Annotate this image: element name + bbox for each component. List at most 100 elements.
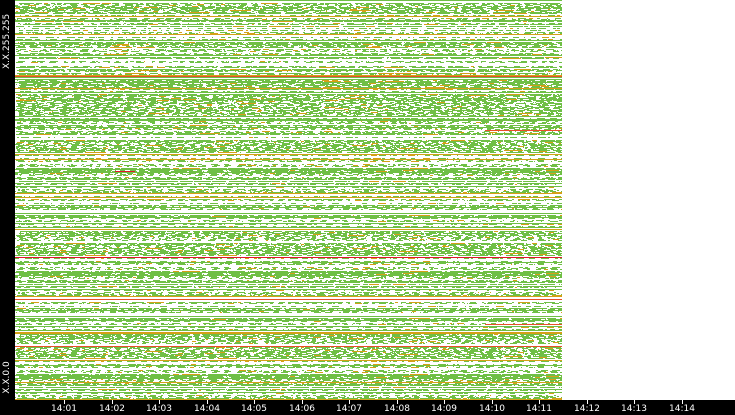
heatmap-cell	[350, 102, 356, 103]
heatmap-cell	[130, 19, 137, 20]
heatmap-cell	[494, 43, 513, 44]
heatmap-cell	[387, 46, 389, 47]
heatmap-cell	[130, 61, 134, 62]
heatmap-cell	[207, 74, 214, 75]
heatmap-cell	[444, 104, 446, 105]
heatmap-cell	[318, 21, 330, 22]
heatmap-cell	[553, 26, 562, 27]
heatmap-cell	[378, 39, 380, 40]
heatmap-cell	[84, 5, 88, 6]
heatmap-cell	[237, 42, 242, 43]
heatmap-cell	[487, 32, 489, 33]
heatmap-cell	[141, 102, 146, 103]
heatmap-cell	[477, 134, 487, 135]
heatmap-cell	[81, 23, 83, 24]
heatmap-cell	[38, 74, 40, 75]
heatmap-cell	[516, 46, 518, 47]
heatmap-cell	[439, 21, 459, 22]
heatmap-cell	[556, 70, 562, 71]
heatmap-cell	[202, 8, 213, 9]
heatmap-cell	[103, 108, 106, 109]
heatmap-cell	[305, 106, 313, 107]
heatmap-cell	[180, 51, 187, 52]
heatmap-cell	[210, 126, 212, 127]
heatmap-cell	[355, 53, 363, 54]
heatmap-cell	[477, 118, 479, 119]
heatmap-cell	[373, 66, 379, 67]
heatmap-cell	[397, 53, 403, 54]
heatmap-cell	[247, 19, 255, 20]
heatmap-cell	[414, 12, 424, 13]
heatmap-cell	[493, 125, 508, 126]
heatmap-cell	[55, 6, 57, 7]
heatmap-cell	[136, 61, 141, 62]
traffic-heatmap-plot[interactable]	[15, 0, 562, 400]
heatmap-cell	[39, 110, 41, 111]
heatmap-cell	[74, 44, 86, 45]
heatmap-cell	[312, 95, 323, 96]
heatmap-cell	[236, 141, 237, 142]
heatmap-cell	[105, 57, 117, 58]
heatmap-cell	[39, 70, 50, 71]
heatmap-cell	[251, 112, 255, 113]
heatmap-cell	[162, 112, 164, 113]
heatmap-cell	[98, 103, 116, 104]
heatmap-cell	[115, 49, 122, 50]
heatmap-cell	[280, 30, 288, 31]
heatmap-cell	[539, 109, 540, 110]
heatmap-cell	[354, 30, 360, 31]
heatmap-cell	[258, 58, 260, 59]
heatmap-cell	[29, 13, 48, 14]
heatmap-cell	[351, 107, 361, 108]
heatmap-cell	[175, 19, 181, 20]
heatmap-cell	[182, 6, 185, 7]
heatmap-cell	[108, 123, 109, 124]
heatmap-cell	[113, 11, 115, 12]
heatmap-cell	[296, 62, 298, 63]
heatmap-cell	[248, 104, 254, 105]
heatmap-cell	[446, 6, 449, 7]
heatmap-cell	[33, 26, 55, 27]
heatmap-cell	[281, 54, 292, 55]
heatmap-cell	[321, 129, 325, 130]
heatmap-cell	[214, 45, 215, 46]
heatmap-cell	[528, 91, 532, 92]
heatmap-cell	[150, 102, 156, 103]
heatmap-cell	[407, 83, 412, 84]
heatmap-cell	[362, 23, 366, 24]
heatmap-cell	[328, 39, 335, 40]
heatmap-cell	[133, 112, 134, 113]
heatmap-cell	[524, 109, 529, 110]
heatmap-cell	[555, 19, 556, 20]
heatmap-cell	[124, 23, 126, 24]
heatmap-cell	[25, 23, 27, 24]
heatmap-cell	[291, 46, 294, 47]
heatmap-cell	[81, 4, 87, 5]
heatmap-cell	[395, 101, 401, 102]
heatmap-cell	[422, 7, 437, 8]
heatmap-cell	[41, 87, 59, 88]
heatmap-cell	[525, 83, 533, 84]
heatmap-cell	[380, 94, 384, 95]
heatmap-cell	[167, 21, 179, 22]
heatmap-cell	[490, 32, 492, 33]
heatmap-cell	[137, 23, 144, 24]
heatmap-cell	[448, 87, 468, 88]
heatmap-cell	[466, 37, 470, 38]
heatmap-cell	[357, 115, 358, 116]
heatmap-cell	[261, 53, 265, 54]
heatmap-cell	[525, 50, 526, 51]
heatmap-cell	[238, 128, 242, 129]
heatmap-cell	[323, 8, 337, 9]
heatmap-cell	[516, 103, 526, 104]
heatmap-cell	[547, 101, 550, 102]
heatmap-cell	[510, 114, 514, 115]
heatmap-cell	[55, 15, 63, 16]
heatmap-cell	[424, 101, 429, 102]
heatmap-cell	[172, 114, 177, 115]
heatmap-cell	[56, 108, 58, 109]
heatmap-cell	[518, 21, 521, 22]
heatmap-cell	[250, 30, 258, 31]
heatmap-cell	[306, 91, 314, 92]
heatmap-cell	[215, 51, 222, 52]
